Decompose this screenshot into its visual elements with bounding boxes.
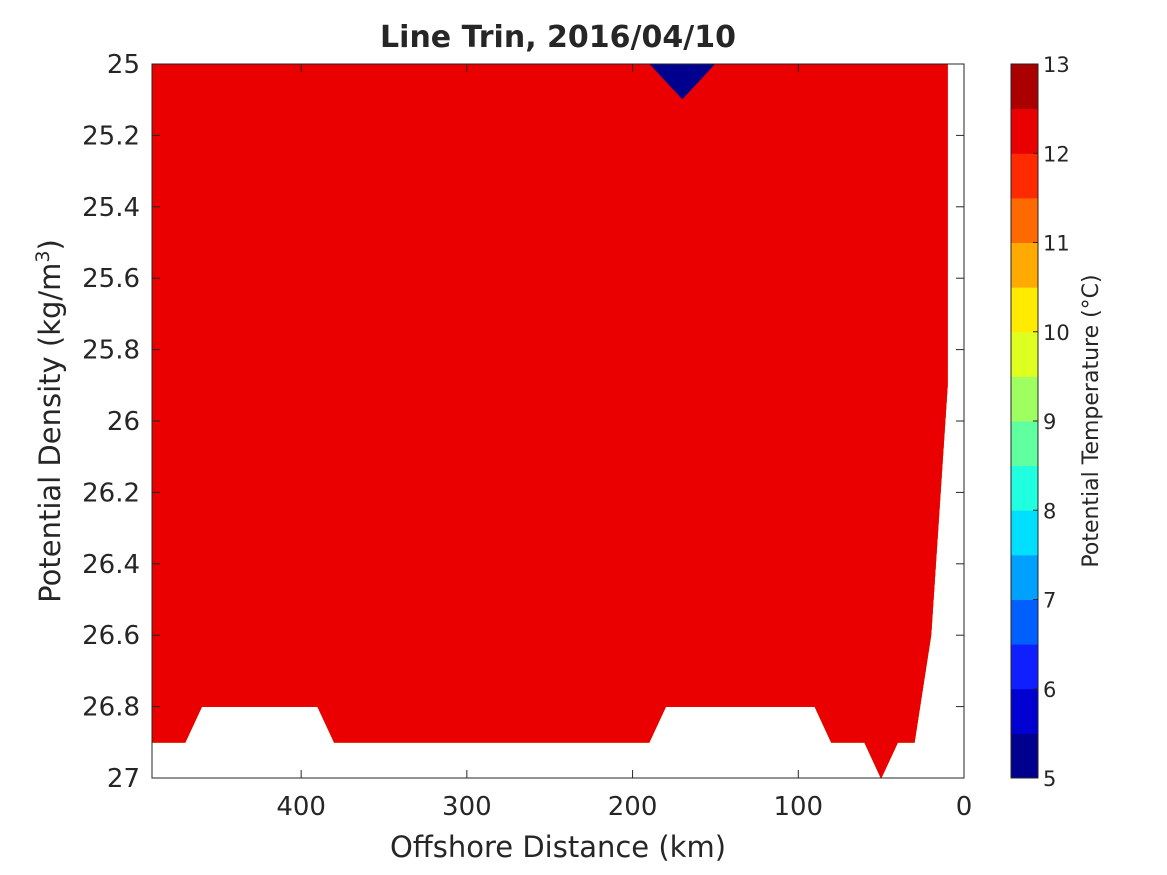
y-tick-label: 25.4 [82, 193, 140, 223]
colorbar-segment [1011, 287, 1038, 333]
colorbar-segment [1011, 421, 1038, 467]
colorbar-segment [1011, 510, 1038, 556]
colorbar-tick-label: 9 [1043, 410, 1056, 434]
colorbar-segment [1011, 644, 1038, 690]
y-tick-label: 26.4 [82, 550, 140, 580]
colorbar-segment [1011, 64, 1038, 110]
colorbar-segment [1011, 197, 1038, 243]
y-tick-label: 25.8 [82, 336, 140, 366]
x-tick-label: 400 [276, 792, 326, 822]
colorbar-tick-label: 13 [1043, 53, 1070, 77]
colorbar-segment [1011, 376, 1038, 422]
colorbar-tick-label: 7 [1043, 589, 1056, 613]
colorbar-segment [1011, 153, 1038, 199]
y-tick-label: 25 [107, 50, 140, 80]
colorbar-tick-label: 12 [1043, 142, 1070, 166]
colorbar-segment [1011, 599, 1038, 645]
y-axis-label: Potential Density (kg/m3) [32, 239, 67, 603]
plot-area: 400 300 200 100 0 25 25.2 25.4 25.6 25.8 26 26.2 26… [82, 50, 972, 822]
x-tick-label: 0 [956, 792, 973, 822]
y-axis-label-main: Potential Density (kg/m [33, 263, 67, 603]
colorbar-segment [1011, 331, 1038, 377]
x-tick-label: 200 [608, 792, 658, 822]
y-axis-label-superscript: 3 [32, 250, 54, 262]
colorbar-segment [1011, 108, 1038, 154]
colorbar-segment [1011, 688, 1038, 734]
colorbar-label: Potential Temperature (°C) [1079, 274, 1104, 567]
chart-title: Line Trin, 2016/04/10 [380, 20, 736, 55]
x-tick-label: 100 [773, 792, 823, 822]
y-tick-label: 25.2 [82, 121, 140, 151]
colorbar-segment [1011, 465, 1038, 511]
y-axis-label-end: ) [33, 239, 67, 250]
colorbar-tick-label: 6 [1043, 678, 1056, 702]
colorbar-segment [1011, 733, 1038, 779]
y-tick-label: 26.8 [82, 693, 140, 723]
x-axis-label: Offshore Distance (km) [390, 830, 726, 864]
colorbar [1010, 63, 1039, 779]
y-axis: 25 25.2 25.4 25.6 25.8 26 26.2 26.4 26.6 26.8 27 [82, 50, 964, 794]
contour-bands [152, 64, 948, 778]
x-axis: 400 300 200 100 0 [276, 64, 972, 822]
colorbar-tick-label: 10 [1043, 321, 1070, 345]
x-tick-label: 300 [442, 792, 492, 822]
y-tick-label: 26.6 [82, 621, 140, 651]
contour-band-12 [152, 64, 948, 778]
y-tick-label: 27 [107, 764, 140, 794]
colorbar-segment [1011, 242, 1038, 288]
colorbar-tick-label: 8 [1043, 499, 1056, 523]
y-tick-label: 25.6 [82, 264, 140, 294]
colorbar-segment [1011, 554, 1038, 600]
y-tick-label: 26 [107, 407, 140, 437]
colorbar-tick-label: 5 [1043, 767, 1056, 791]
colorbar-tick-label: 11 [1043, 232, 1070, 256]
y-tick-label: 26.2 [82, 478, 140, 508]
colorbar-ticks: 5 6 7 8 9 10 11 12 13 [1033, 53, 1070, 791]
